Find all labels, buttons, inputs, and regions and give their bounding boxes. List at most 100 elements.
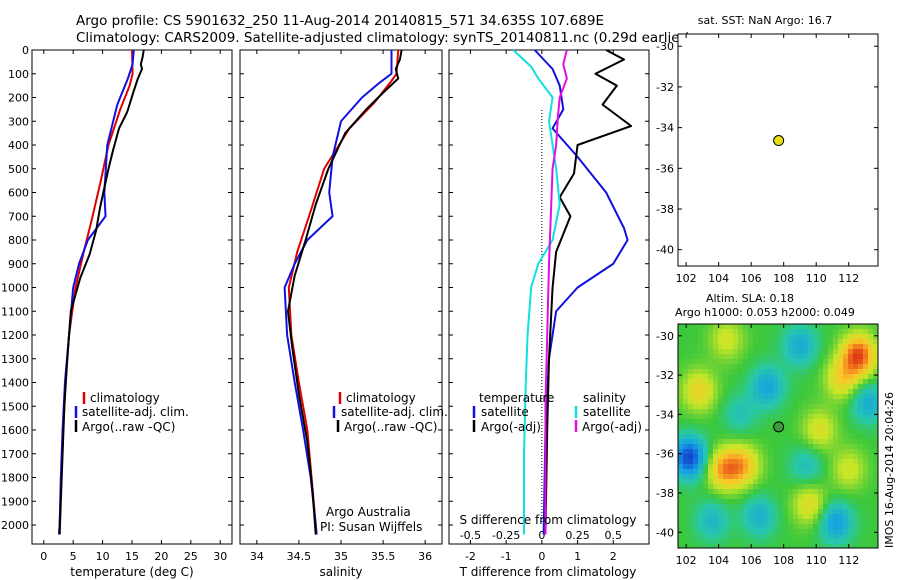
salinity-profile-panel: 34 34.5 35 35.5 36 salinity climatology sate… <box>239 49 448 579</box>
sla-heatmap-cell <box>733 334 738 339</box>
sla-heatmap-cell <box>688 439 693 444</box>
x-tick-label: 36 <box>418 550 432 563</box>
sla-heatmap-cell <box>758 409 763 414</box>
sla-heatmap-cell <box>808 439 813 444</box>
sla-heatmap-cell <box>803 404 808 409</box>
sla-heatmap-cell <box>688 429 693 434</box>
sla-heatmap-cell <box>818 479 823 484</box>
sla-heatmap-cell <box>733 359 738 364</box>
sla-heatmap-cell <box>788 339 793 344</box>
sla-heatmap-cell <box>698 459 703 464</box>
sla-heatmap-cell <box>818 509 823 514</box>
sla-heatmap-cell <box>873 439 878 444</box>
sla-heatmap-cell <box>693 514 698 519</box>
legend-argo: Argo(..raw -QC) <box>82 420 175 434</box>
sla-heatmap-cell <box>853 419 858 424</box>
sla-heatmap-cell <box>823 334 828 339</box>
sla-heatmap-cell <box>678 524 683 529</box>
sla-heatmap-cell <box>788 469 793 474</box>
sla-heatmap-cell <box>723 439 728 444</box>
sla-heatmap-cell <box>843 459 848 464</box>
sla-heatmap-cell <box>823 429 828 434</box>
sla-heatmap-cell <box>683 344 688 349</box>
x-tick-label: 20 <box>154 550 168 563</box>
sla-heatmap-cell <box>873 489 878 494</box>
sla-heatmap-cell <box>858 449 863 454</box>
sla-heatmap-cell <box>818 334 823 339</box>
sla-heatmap-cell <box>828 469 833 474</box>
sla-heatmap-cell <box>738 394 743 399</box>
sla-heatmap-cell <box>728 534 733 539</box>
sla-heatmap-cell <box>868 394 873 399</box>
sla-heatmap-cell <box>813 379 818 384</box>
sla-heatmap-cell <box>803 329 808 334</box>
sla-heatmap-cell <box>793 449 798 454</box>
sla-heatmap-cell <box>688 514 693 519</box>
sla-heatmap-cell <box>863 404 868 409</box>
sla-heatmap-cell <box>808 504 813 509</box>
sla-heatmap-cell <box>788 429 793 434</box>
sla-heatmap-cell <box>823 404 828 409</box>
sla-heatmap-cell <box>753 399 758 404</box>
sla-heatmap-cell <box>833 484 838 489</box>
credit-line-1: Argo Australia <box>326 505 411 519</box>
sla-heatmap-cell <box>733 394 738 399</box>
sla-heatmap-cell <box>833 479 838 484</box>
sla-heatmap-cell <box>828 379 833 384</box>
sla-heatmap-cell <box>873 474 878 479</box>
sla-heatmap-cell <box>813 399 818 404</box>
sla-heatmap-cell <box>813 409 818 414</box>
sla-heatmap-cell <box>768 384 773 389</box>
lon-tick-label: 104 <box>708 554 729 567</box>
sla-heatmap-cell <box>763 349 768 354</box>
sla-heatmap-cell <box>718 439 723 444</box>
sla-heatmap-cell <box>868 419 873 424</box>
sla-heatmap-cell <box>833 519 838 524</box>
sla-heatmap-cell <box>833 374 838 379</box>
sla-heatmap-cell <box>843 504 848 509</box>
sla-heatmap-cell <box>693 544 698 548</box>
sla-heatmap-cell <box>798 459 803 464</box>
sla-heatmap-cell <box>773 514 778 519</box>
sla-heatmap-cell <box>838 364 843 369</box>
sla-heatmap-cell <box>688 379 693 384</box>
sla-heatmap-cell <box>738 374 743 379</box>
sla-heatmap-cell <box>833 339 838 344</box>
sla-heatmap-cell <box>713 399 718 404</box>
sla-heatmap-cell <box>818 369 823 374</box>
sla-heatmap-cell <box>798 409 803 414</box>
sla-heatmap-cell <box>788 504 793 509</box>
sla-heatmap-cell <box>813 394 818 399</box>
sla-heatmap-cell <box>868 524 873 529</box>
sla-heatmap-cell <box>858 484 863 489</box>
sla-heatmap-cell <box>708 454 713 459</box>
sla-heatmap-cell <box>798 539 803 544</box>
temperature-x-label: temperature (deg C) <box>70 565 193 579</box>
sla-heatmap-cell <box>698 359 703 364</box>
sla-heatmap-cell <box>723 399 728 404</box>
sla-heatmap-cell <box>688 519 693 524</box>
sla-heatmap-cell <box>768 324 773 329</box>
sla-heatmap-cell <box>873 449 878 454</box>
sla-heatmap-cell <box>698 394 703 399</box>
sla-heatmap-cell <box>738 494 743 499</box>
sla-heatmap-cell <box>683 369 688 374</box>
sla-heatmap-cell <box>798 354 803 359</box>
sla-heatmap-cell <box>698 519 703 524</box>
sla-heatmap-cell <box>838 449 843 454</box>
sla-heatmap-cell <box>868 369 873 374</box>
sla-heatmap-cell <box>773 469 778 474</box>
sla-heatmap-cell <box>693 464 698 469</box>
sla-heatmap-cell <box>698 449 703 454</box>
sla-heatmap-cell <box>763 369 768 374</box>
sla-heatmap-cell <box>858 469 863 474</box>
sla-heatmap-cell <box>853 389 858 394</box>
sla-heatmap-cell <box>788 524 793 529</box>
sla-heatmap-cell <box>758 359 763 364</box>
sla-heatmap-cell <box>778 474 783 479</box>
sla-heatmap-cell <box>698 399 703 404</box>
sla-heatmap-cell <box>688 474 693 479</box>
depth-tick-label: 2000 <box>1 519 29 532</box>
sla-heatmap-cell <box>688 339 693 344</box>
sla-heatmap-cell <box>688 494 693 499</box>
